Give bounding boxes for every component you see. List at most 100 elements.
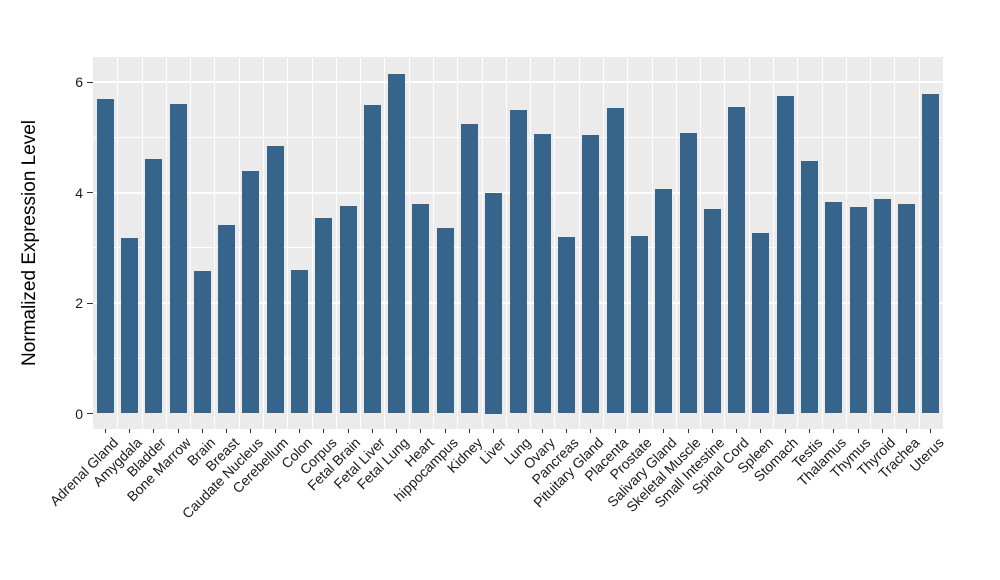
x-tick-mark	[541, 429, 543, 433]
x-tick-label: Fetal Lung	[354, 434, 413, 493]
x-tick-mark	[371, 429, 373, 433]
bar-amygdala	[121, 237, 138, 414]
bar-lung	[510, 110, 527, 414]
x-tick-mark	[736, 429, 738, 433]
x-tick-label: Breast	[202, 434, 243, 475]
bar-liver	[485, 192, 502, 414]
x-tick-label: Thyroid	[853, 434, 898, 479]
x-tick-label: Prostate	[606, 434, 656, 483]
x-tick-label: Ovary	[520, 434, 558, 473]
x-tick-label: hippocampus	[390, 434, 461, 505]
x-tick-mark	[711, 429, 713, 433]
gridline-vertical	[748, 57, 750, 429]
x-tick-label: Skeletal Muscle	[622, 434, 704, 515]
x-tick-mark	[663, 429, 665, 433]
y-axis-title: Normalized Expression Level	[19, 119, 40, 367]
bar-small-intestine	[704, 208, 721, 414]
x-tick-mark	[833, 429, 835, 433]
plot-panel	[93, 57, 943, 429]
x-tick-mark	[566, 429, 568, 433]
bar-fetal-brain	[340, 205, 357, 414]
bar-brain	[194, 270, 211, 414]
bar-bone-marrow	[170, 104, 187, 414]
x-tick-label: Spinal Cord	[689, 434, 753, 498]
x-tick-label: Lung	[500, 434, 534, 468]
x-tick-mark	[493, 429, 495, 433]
x-tick-label: Bladder	[123, 434, 170, 480]
x-tick-mark	[177, 429, 179, 433]
gridline-vertical	[602, 57, 604, 429]
x-tick-mark	[104, 429, 106, 433]
x-tick-label: Liver	[476, 434, 510, 468]
gridline-vertical	[845, 57, 847, 429]
bar-salivary-gland	[655, 189, 672, 414]
gridline-vertical	[432, 57, 434, 429]
x-tick-label: Caudate Nucleus	[179, 434, 267, 522]
gridline-vertical	[286, 57, 288, 429]
bar-thyroid	[874, 198, 891, 414]
gridline-vertical	[918, 57, 920, 429]
x-tick-mark	[153, 429, 155, 433]
gridline-vertical	[383, 57, 385, 429]
gridline-vertical	[772, 57, 774, 429]
bar-corpus	[315, 217, 332, 414]
bar-bladder	[145, 158, 162, 414]
x-tick-label: Testis	[788, 434, 826, 471]
bar-thalamus	[825, 201, 842, 414]
x-tick-mark	[857, 429, 859, 433]
gridline-vertical	[359, 57, 361, 429]
bar-pituitary-gland	[582, 135, 599, 414]
x-tick-label: Heart	[400, 434, 437, 470]
x-tick-mark	[347, 429, 349, 433]
gridline-vertical	[141, 57, 143, 429]
x-tick-label: Kidney	[443, 434, 486, 476]
x-tick-mark	[226, 429, 228, 433]
x-tick-label: Fetal Liver	[330, 434, 388, 492]
x-tick-mark	[687, 429, 689, 433]
bar-spinal-cord	[728, 107, 745, 414]
x-tick-label: Stomach	[750, 434, 801, 485]
bar-placenta	[607, 107, 624, 414]
bar-testis	[801, 161, 818, 414]
x-tick-mark	[444, 429, 446, 433]
x-tick-label: Fetal Brain	[304, 434, 364, 494]
gridline-vertical	[869, 57, 871, 429]
x-tick-mark	[468, 429, 470, 433]
y-tick-label: 4	[75, 184, 83, 201]
x-tick-label: Cerebellum	[228, 434, 291, 497]
bar-fetal-lung	[388, 74, 405, 414]
x-tick-mark	[760, 429, 762, 433]
gridline-vertical	[262, 57, 264, 429]
x-tick-mark	[298, 429, 300, 433]
x-tick-label: Corpus	[296, 434, 340, 478]
x-tick-mark	[590, 429, 592, 433]
gridline-vertical	[505, 57, 507, 429]
x-tick-label: Colon	[277, 434, 316, 472]
gridline-vertical	[821, 57, 823, 429]
bar-breast	[218, 225, 235, 414]
bar-colon	[291, 269, 308, 414]
gridline-vertical	[335, 57, 337, 429]
gridline-vertical	[189, 57, 191, 429]
x-tick-mark	[614, 429, 616, 433]
x-tick-label: Pituitary Gland	[530, 434, 607, 511]
x-tick-label: Adrenal Gland	[46, 434, 121, 509]
bar-adrenal-gland	[97, 98, 114, 414]
y-tick-label: 6	[75, 74, 83, 90]
gridline-vertical	[699, 57, 701, 429]
x-tick-label: Bone Marrow	[123, 434, 194, 505]
bar-caudate-nucleus	[242, 170, 259, 414]
gridline-vertical	[116, 57, 118, 429]
gridline-vertical	[456, 57, 458, 429]
bar-spleen	[752, 233, 769, 414]
bar-kidney	[461, 123, 478, 414]
bar-stomach	[777, 95, 794, 414]
gridline-vertical	[238, 57, 240, 429]
x-tick-mark	[808, 429, 810, 433]
gridline-vertical	[529, 57, 531, 429]
gridline-vertical	[626, 57, 628, 429]
bar-trachea	[898, 204, 915, 414]
gridline-vertical	[213, 57, 215, 429]
gridline-vertical	[553, 57, 555, 429]
